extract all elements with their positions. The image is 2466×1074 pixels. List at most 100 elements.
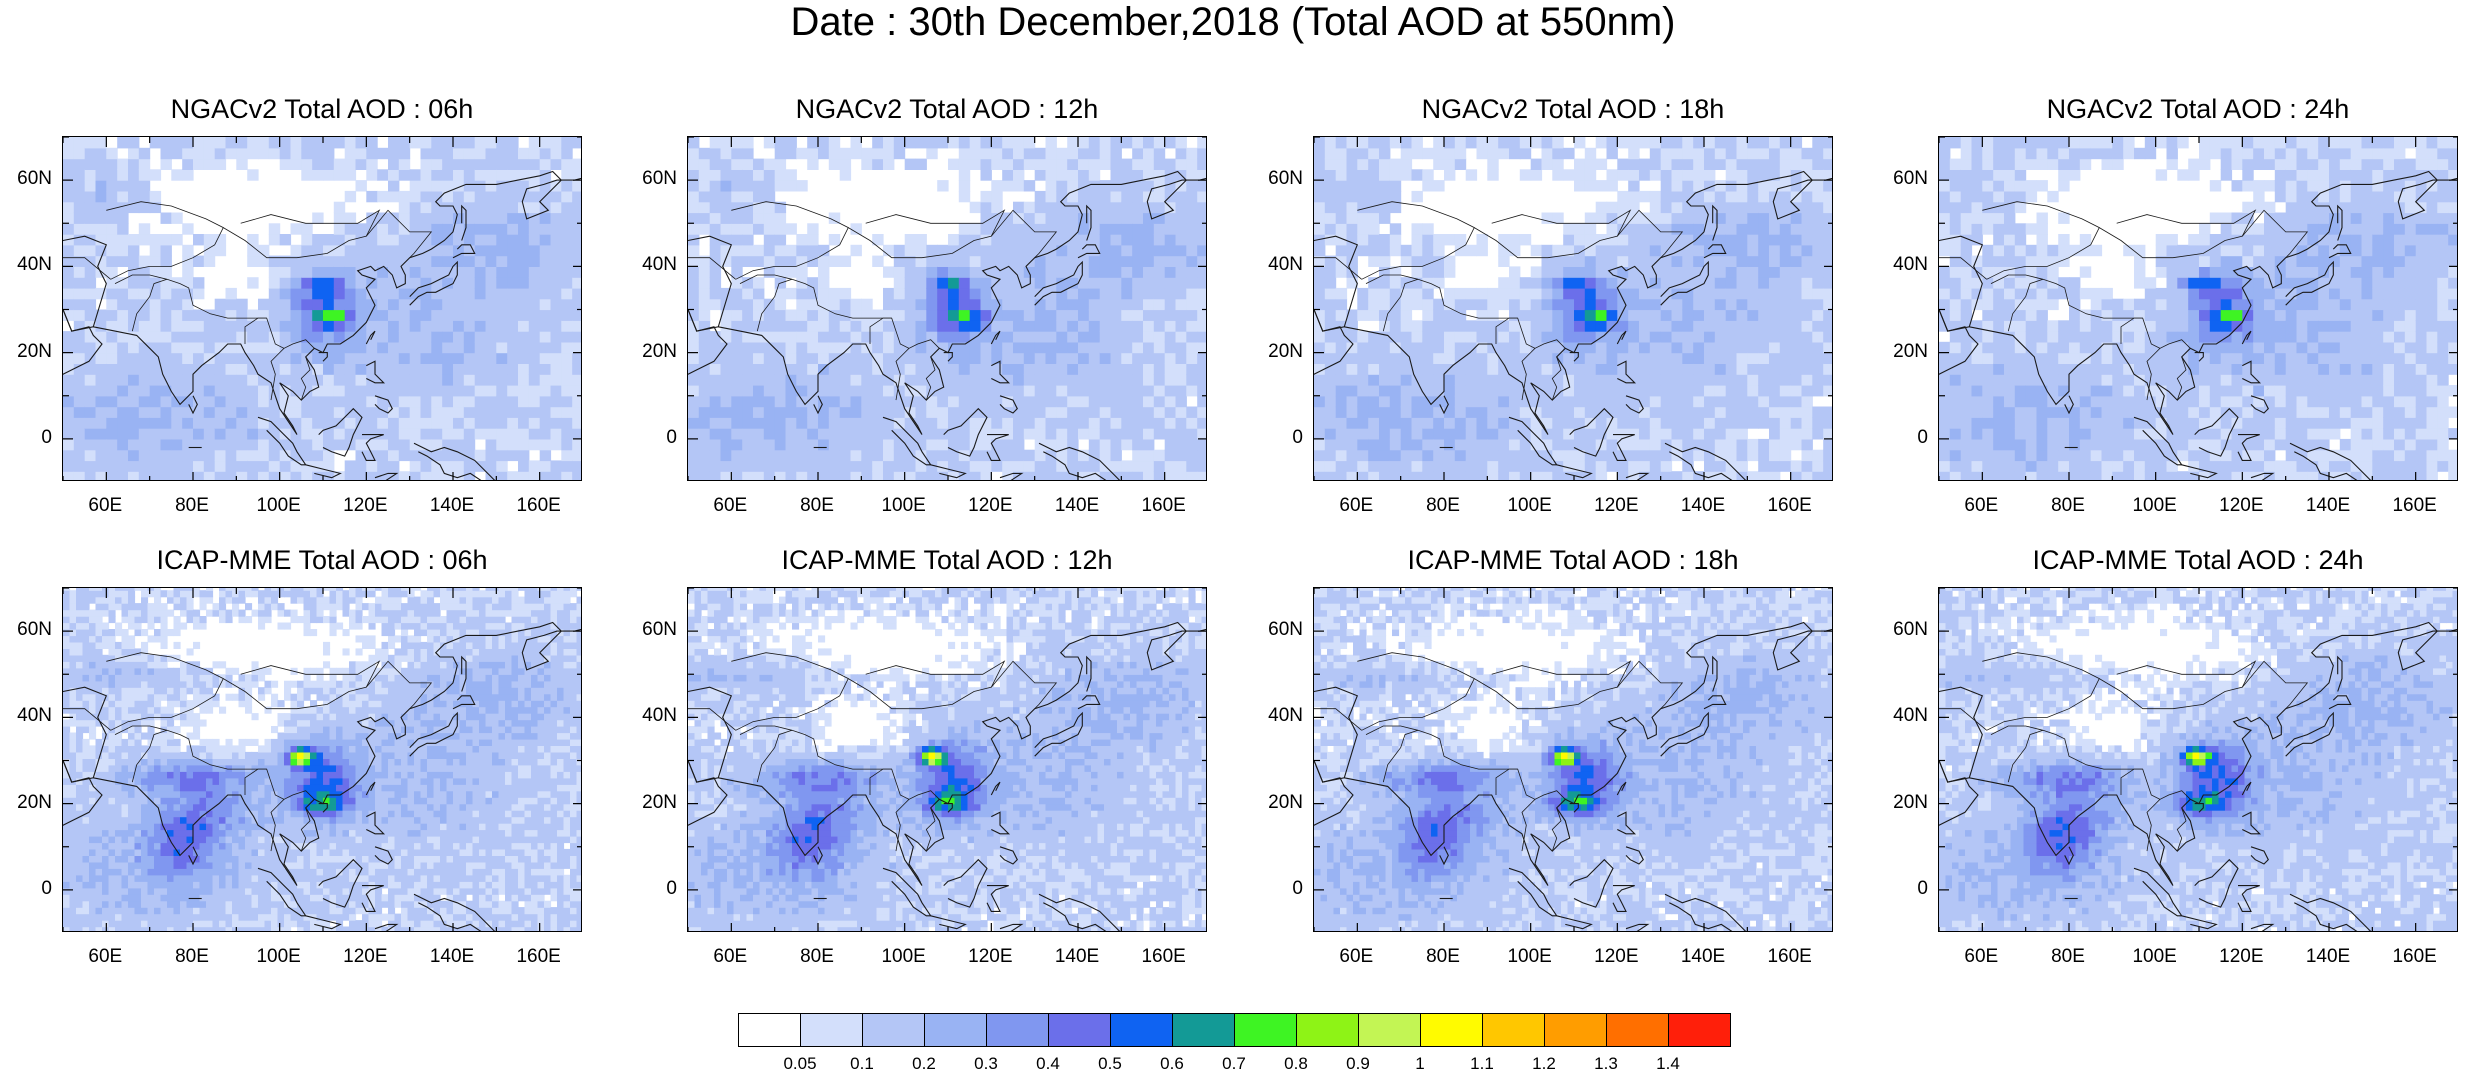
colorbar-label: 0.9 bbox=[1333, 1054, 1383, 1074]
lon-tick-label: 60E bbox=[1951, 946, 2011, 968]
colorbar-swatch bbox=[924, 1013, 987, 1047]
lon-tick-label: 60E bbox=[1951, 495, 2011, 517]
lon-tick-label: 140E bbox=[1047, 495, 1107, 517]
panel-title: NGACv2 Total AOD : 24h bbox=[1938, 94, 2458, 124]
colorbar-label: 0.6 bbox=[1147, 1054, 1197, 1074]
aod-field bbox=[688, 588, 1207, 932]
lon-tick-label: 140E bbox=[2298, 495, 2358, 517]
colorbar-label: 0.7 bbox=[1209, 1054, 1259, 1074]
aod-map bbox=[62, 587, 582, 932]
lon-tick-label: 160E bbox=[1760, 495, 1820, 517]
lat-tick-label: 0 bbox=[627, 427, 677, 449]
lon-tick-label: 120E bbox=[335, 946, 395, 968]
lat-tick-label: 20N bbox=[2, 341, 52, 363]
lat-tick-label: 20N bbox=[2, 792, 52, 814]
aod-field bbox=[1939, 137, 2458, 481]
colorbar-label: 1 bbox=[1395, 1054, 1445, 1074]
aod-field bbox=[1314, 588, 1833, 932]
lon-tick-label: 140E bbox=[422, 946, 482, 968]
aod-map bbox=[62, 136, 582, 481]
colorbar-label: 1.2 bbox=[1519, 1054, 1569, 1074]
lat-tick-label: 40N bbox=[1878, 254, 1928, 276]
lat-tick-label: 20N bbox=[627, 341, 677, 363]
lon-tick-label: 60E bbox=[700, 946, 760, 968]
lat-tick-label: 40N bbox=[627, 705, 677, 727]
lat-tick-label: 0 bbox=[627, 878, 677, 900]
lat-tick-label: 60N bbox=[627, 619, 677, 641]
aod-map bbox=[1313, 587, 1833, 932]
lon-tick-label: 140E bbox=[422, 495, 482, 517]
lat-tick-label: 60N bbox=[627, 168, 677, 190]
lat-tick-label: 60N bbox=[1878, 168, 1928, 190]
aod-map bbox=[1938, 587, 2458, 932]
lat-tick-label: 60N bbox=[1253, 619, 1303, 641]
lon-tick-label: 80E bbox=[787, 946, 847, 968]
colorbar-swatch bbox=[1606, 1013, 1669, 1047]
lon-tick-label: 160E bbox=[2385, 495, 2445, 517]
aod-field bbox=[1314, 137, 1833, 481]
lat-tick-label: 20N bbox=[1878, 341, 1928, 363]
lon-tick-label: 100E bbox=[2125, 946, 2185, 968]
lat-tick-label: 0 bbox=[1878, 878, 1928, 900]
colorbar-swatch bbox=[738, 1013, 801, 1047]
lon-tick-label: 160E bbox=[509, 495, 569, 517]
colorbar-swatch bbox=[1172, 1013, 1235, 1047]
colorbar-swatch bbox=[1296, 1013, 1359, 1047]
lon-tick-label: 100E bbox=[1500, 946, 1560, 968]
lon-tick-label: 60E bbox=[75, 495, 135, 517]
lon-tick-label: 100E bbox=[1500, 495, 1560, 517]
colorbar-swatch bbox=[1110, 1013, 1173, 1047]
lon-tick-label: 120E bbox=[1586, 946, 1646, 968]
lat-tick-label: 20N bbox=[1253, 792, 1303, 814]
panel-title: ICAP-MME Total AOD : 24h bbox=[1938, 545, 2458, 575]
aod-field bbox=[63, 137, 582, 481]
aod-field bbox=[63, 588, 582, 932]
lat-tick-label: 0 bbox=[1253, 427, 1303, 449]
colorbar-swatch bbox=[862, 1013, 925, 1047]
lon-tick-label: 60E bbox=[1326, 946, 1386, 968]
lat-tick-label: 40N bbox=[1878, 705, 1928, 727]
lon-tick-label: 80E bbox=[2038, 495, 2098, 517]
lat-tick-label: 0 bbox=[1253, 878, 1303, 900]
lon-tick-label: 140E bbox=[1047, 946, 1107, 968]
colorbar-swatch bbox=[1482, 1013, 1545, 1047]
colorbar-label: 0.1 bbox=[837, 1054, 887, 1074]
colorbar-label: 0.5 bbox=[1085, 1054, 1135, 1074]
lat-tick-label: 60N bbox=[2, 619, 52, 641]
lat-tick-label: 0 bbox=[2, 427, 52, 449]
lon-tick-label: 80E bbox=[2038, 946, 2098, 968]
aod-map bbox=[1938, 136, 2458, 481]
lon-tick-label: 120E bbox=[960, 946, 1020, 968]
lon-tick-label: 100E bbox=[249, 495, 309, 517]
lat-tick-label: 0 bbox=[1878, 427, 1928, 449]
colorbar-label: 1.3 bbox=[1581, 1054, 1631, 1074]
colorbar-swatch bbox=[1048, 1013, 1111, 1047]
colorbar-swatch bbox=[800, 1013, 863, 1047]
lon-tick-label: 140E bbox=[1673, 495, 1733, 517]
lon-tick-label: 100E bbox=[874, 946, 934, 968]
colorbar-swatch bbox=[986, 1013, 1049, 1047]
lon-tick-label: 60E bbox=[75, 946, 135, 968]
lat-tick-label: 0 bbox=[2, 878, 52, 900]
lat-tick-label: 40N bbox=[1253, 254, 1303, 276]
colorbar-swatch bbox=[1544, 1013, 1607, 1047]
aod-map bbox=[687, 136, 1207, 481]
panel-title: NGACv2 Total AOD : 06h bbox=[62, 94, 582, 124]
lon-tick-label: 60E bbox=[700, 495, 760, 517]
colorbar-label: 1.4 bbox=[1643, 1054, 1693, 1074]
lon-tick-label: 140E bbox=[1673, 946, 1733, 968]
colorbar-label: 0.3 bbox=[961, 1054, 1011, 1074]
lat-tick-label: 40N bbox=[1253, 705, 1303, 727]
lon-tick-label: 160E bbox=[1134, 946, 1194, 968]
lat-tick-label: 20N bbox=[627, 792, 677, 814]
colorbar-label: 0.05 bbox=[775, 1054, 825, 1074]
lat-tick-label: 20N bbox=[1253, 341, 1303, 363]
panel-title: ICAP-MME Total AOD : 06h bbox=[62, 545, 582, 575]
lon-tick-label: 120E bbox=[2211, 495, 2271, 517]
lat-tick-label: 40N bbox=[2, 705, 52, 727]
